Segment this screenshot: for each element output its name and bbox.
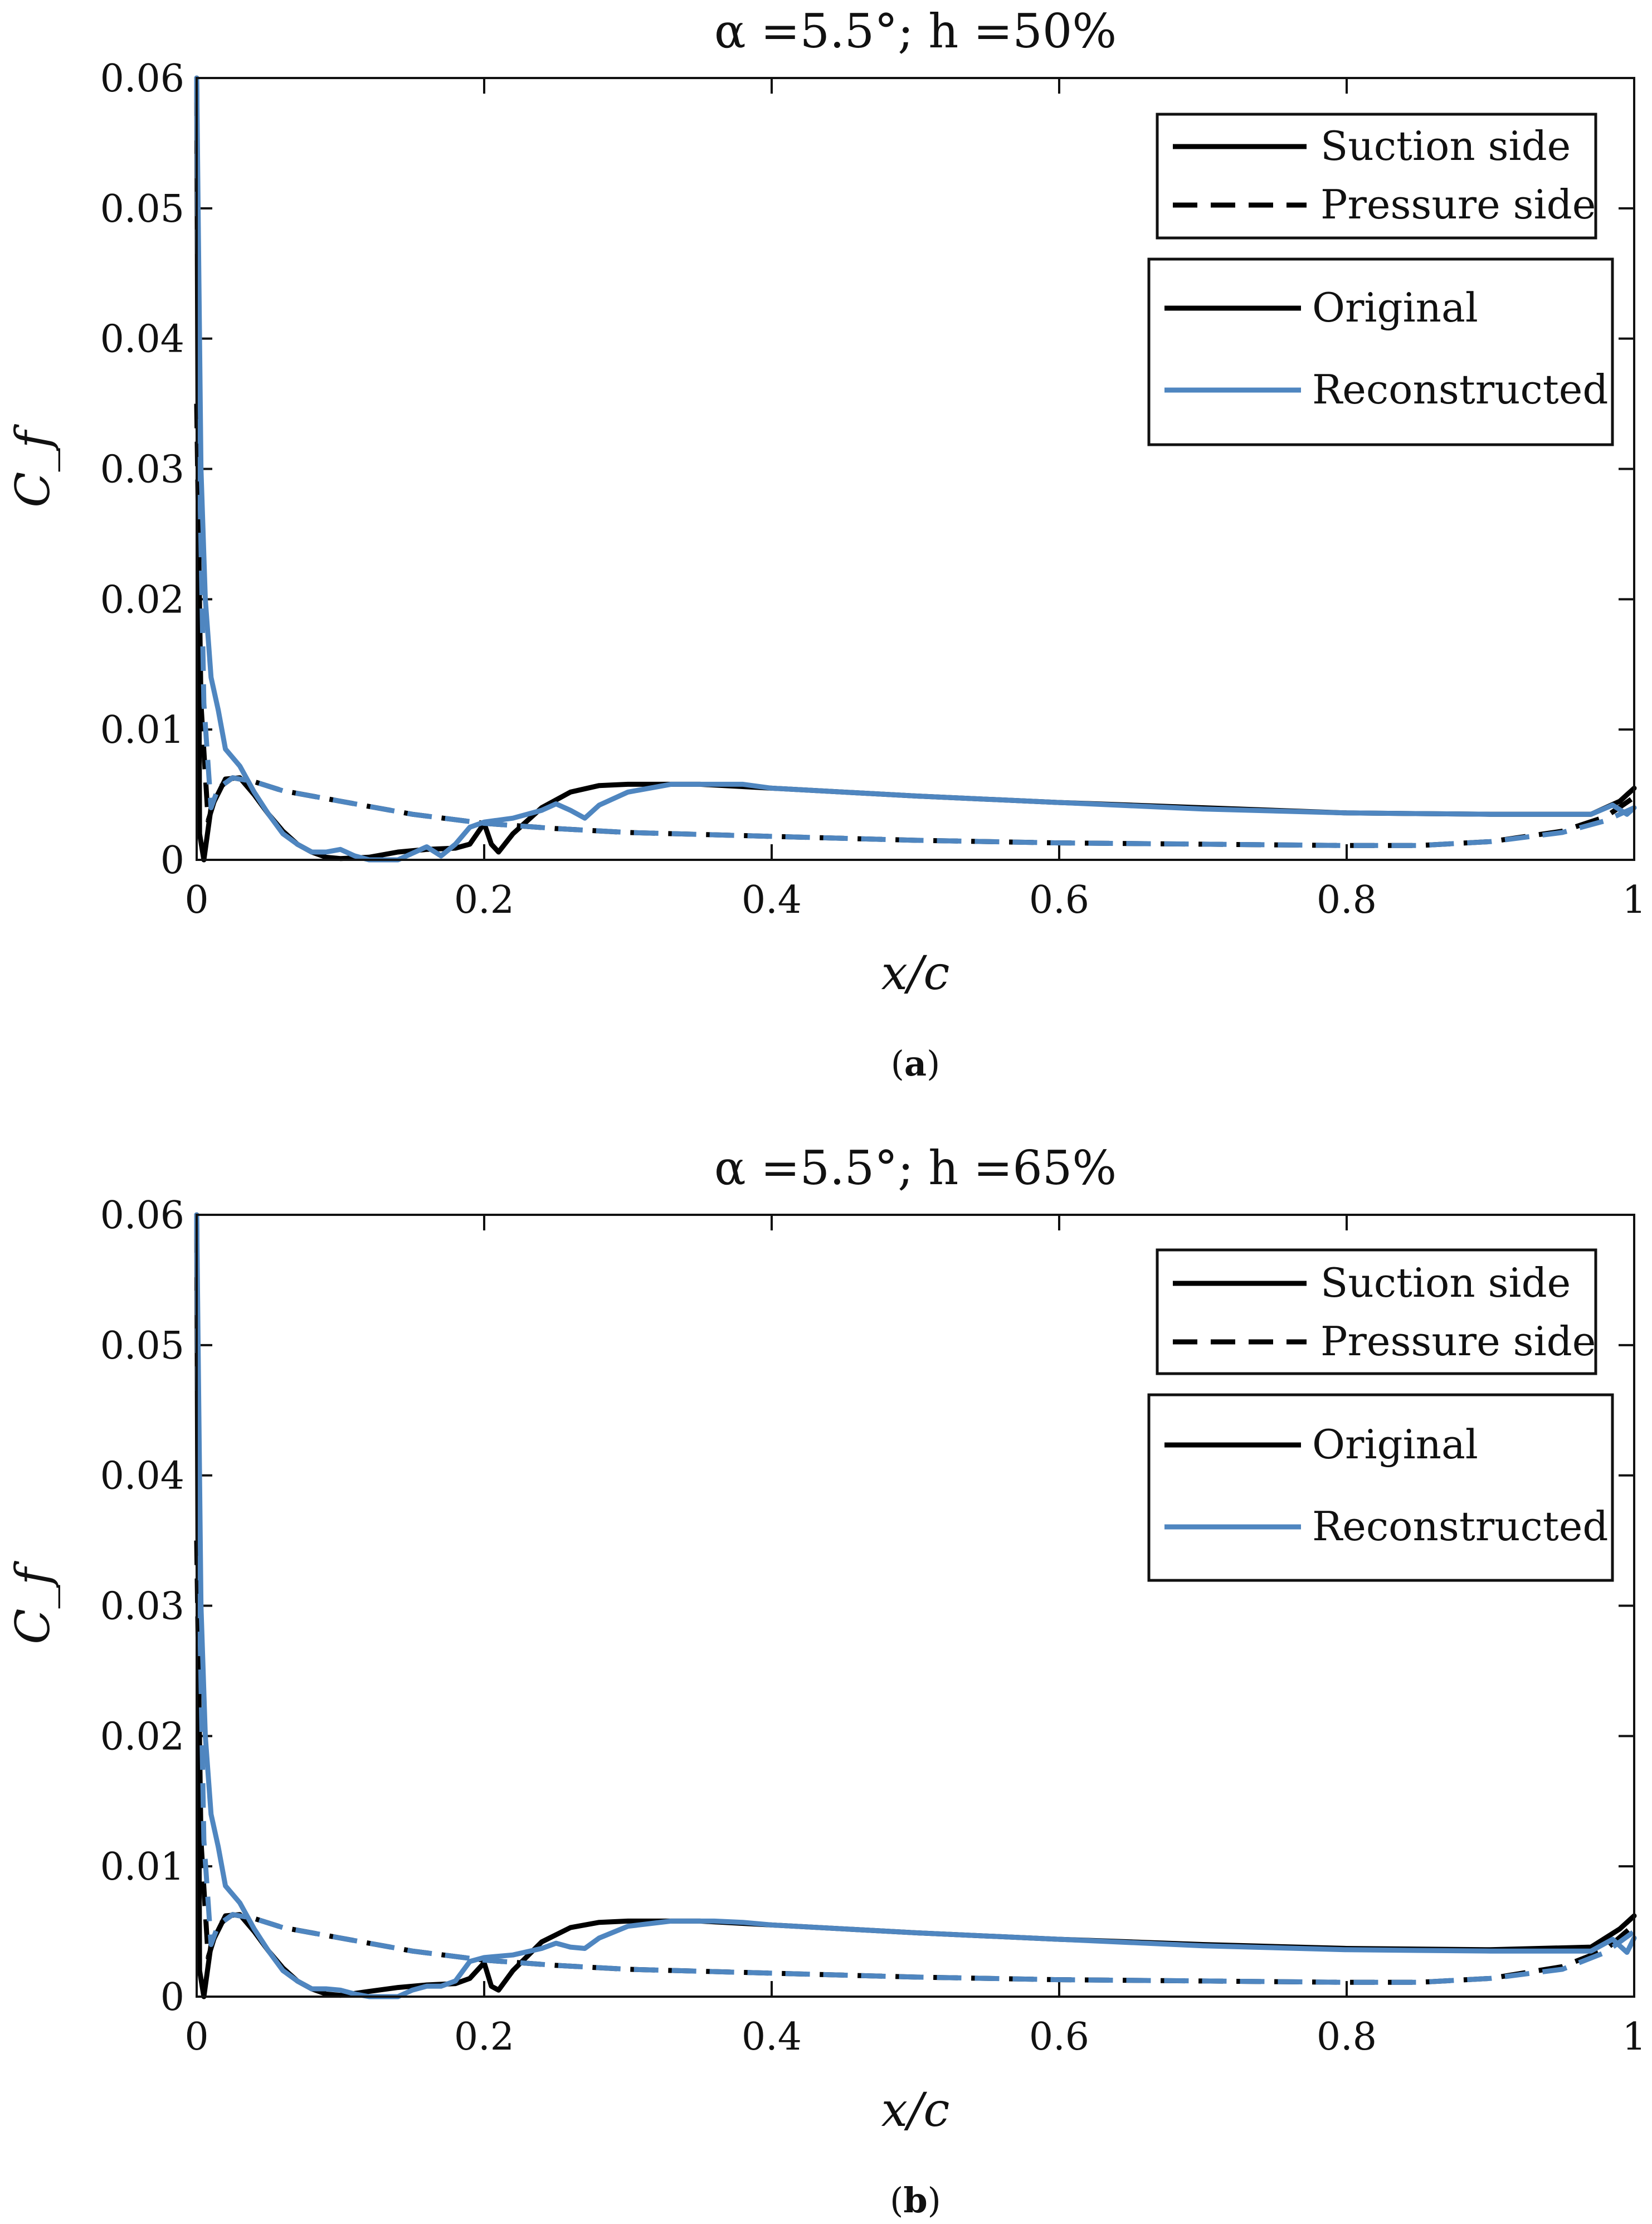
- y-axis-label: C_f: [6, 424, 60, 507]
- chart-title: α =5.5°; h =65%: [714, 1141, 1117, 1195]
- x-axis-label: x/c: [881, 946, 950, 1000]
- panel-a: α =5.5°; h =50% 0 0.2 0.4 0.6 0.8 100.010.020…: [6, 4, 1646, 1084]
- y-tick-label: 0: [160, 1975, 184, 2019]
- legend-box: [1147, 1393, 1614, 1582]
- series-line-reconstructed-suction-side: [194, 75, 1637, 863]
- y-tick-label: 0.02: [100, 578, 184, 622]
- x-axis-label: x/c: [881, 2082, 950, 2137]
- legend-label-suction: Suction side: [1320, 123, 1571, 169]
- y-tick-label: 0.01: [100, 1845, 184, 1889]
- x-tick-label: 0.6: [1029, 2015, 1089, 2059]
- y-tick-label: 0: [160, 839, 184, 883]
- y-axis-label: C_f: [6, 1560, 60, 1644]
- legend-label-pressure: Pressure side: [1320, 181, 1596, 228]
- legend-label-reconstructed: Reconstructed: [1312, 1503, 1609, 1550]
- series-layer: [194, 1212, 1637, 1999]
- y-tick-label: 0.06: [100, 1194, 184, 1238]
- caption-open-paren: (: [891, 1043, 904, 1084]
- legend-linestyle: Suction side Pressure side: [1156, 113, 1597, 240]
- ticks-layer: 0 0.2 0.4 0.6 0.8 1 0 0.01 0.02 0.03 0.04 0.05 0.06: [100, 57, 1646, 922]
- x-tick-label: 1: [1622, 878, 1646, 922]
- legend-label-original: Original: [1312, 1421, 1478, 1468]
- x-tick-label: 1: [1622, 2015, 1646, 2059]
- legend-linestyle: Suction side Pressure side: [1156, 1248, 1597, 1375]
- series-line-reconstructed-pressure-side: [194, 1214, 1636, 1985]
- x-tick-label: 0.8: [1317, 878, 1377, 922]
- legend-color: Original Reconstructed: [1147, 1393, 1614, 1582]
- x-tick-label: 0.2: [454, 878, 514, 922]
- legend-color: Original Reconstructed: [1147, 257, 1614, 446]
- series-line-reconstructed-pressure-side: [194, 77, 1635, 848]
- legend-label-pressure: Pressure side: [1320, 1318, 1596, 1365]
- panel-caption: (a): [891, 1043, 940, 1084]
- series-line-original-pressure-side: [194, 403, 1636, 848]
- y-tick-label: 0.05: [100, 1324, 184, 1368]
- caption-close-paren: ): [928, 2180, 941, 2221]
- caption-open-paren: (: [890, 2180, 903, 2221]
- panel-caption: (b): [890, 2180, 941, 2221]
- plot-frame: [196, 1214, 1635, 1998]
- y-tick-label: 0.06: [100, 57, 184, 101]
- x-tick-label: 0: [184, 2015, 208, 2059]
- y-tick-label: 0.01: [100, 708, 184, 752]
- x-tick-label: 0.2: [454, 2015, 514, 2059]
- x-tick-label: 0.6: [1029, 878, 1089, 922]
- caption-letter: a: [904, 1043, 927, 1084]
- y-tick-label: 0.03: [100, 448, 184, 492]
- ticks-layer: 0 0.2 0.4 0.6 0.8 1 0 0.01 0.02 0.03 0.04 0.05 0.06: [100, 1194, 1646, 2059]
- panel-b: α =5.5°; h =65% 0 0.2 0.4 0.6 0.8 100.010.020…: [6, 1141, 1646, 2221]
- legend-box: [1147, 257, 1614, 446]
- caption-close-paren: ): [927, 1043, 940, 1084]
- legend-box: [1156, 113, 1597, 240]
- legend-label-suction: Suction side: [1320, 1259, 1571, 1306]
- plot-frame: [196, 77, 1635, 861]
- series-line-reconstructed-suction-side: [194, 1212, 1637, 1999]
- x-tick-label: 0.4: [742, 878, 802, 922]
- y-tick-label: 0.03: [100, 1585, 184, 1629]
- legend-label-original: Original: [1312, 284, 1478, 331]
- y-tick-label: 0.04: [100, 318, 184, 362]
- legend-label-reconstructed: Reconstructed: [1312, 366, 1609, 413]
- y-tick-label: 0.02: [100, 1715, 184, 1759]
- x-tick-label: 0.8: [1317, 2015, 1377, 2059]
- series-line-original-pressure-side: [194, 1540, 1636, 1985]
- caption-letter: b: [903, 2180, 927, 2221]
- legend-box: [1156, 1248, 1597, 1375]
- y-tick-label: 0.04: [100, 1454, 184, 1498]
- x-tick-label: 0.4: [742, 2015, 802, 2059]
- series-layer: [194, 75, 1637, 863]
- y-tick-label: 0.05: [100, 187, 184, 231]
- chart-title: α =5.5°; h =50%: [714, 4, 1117, 59]
- x-tick-label: 0: [184, 878, 208, 922]
